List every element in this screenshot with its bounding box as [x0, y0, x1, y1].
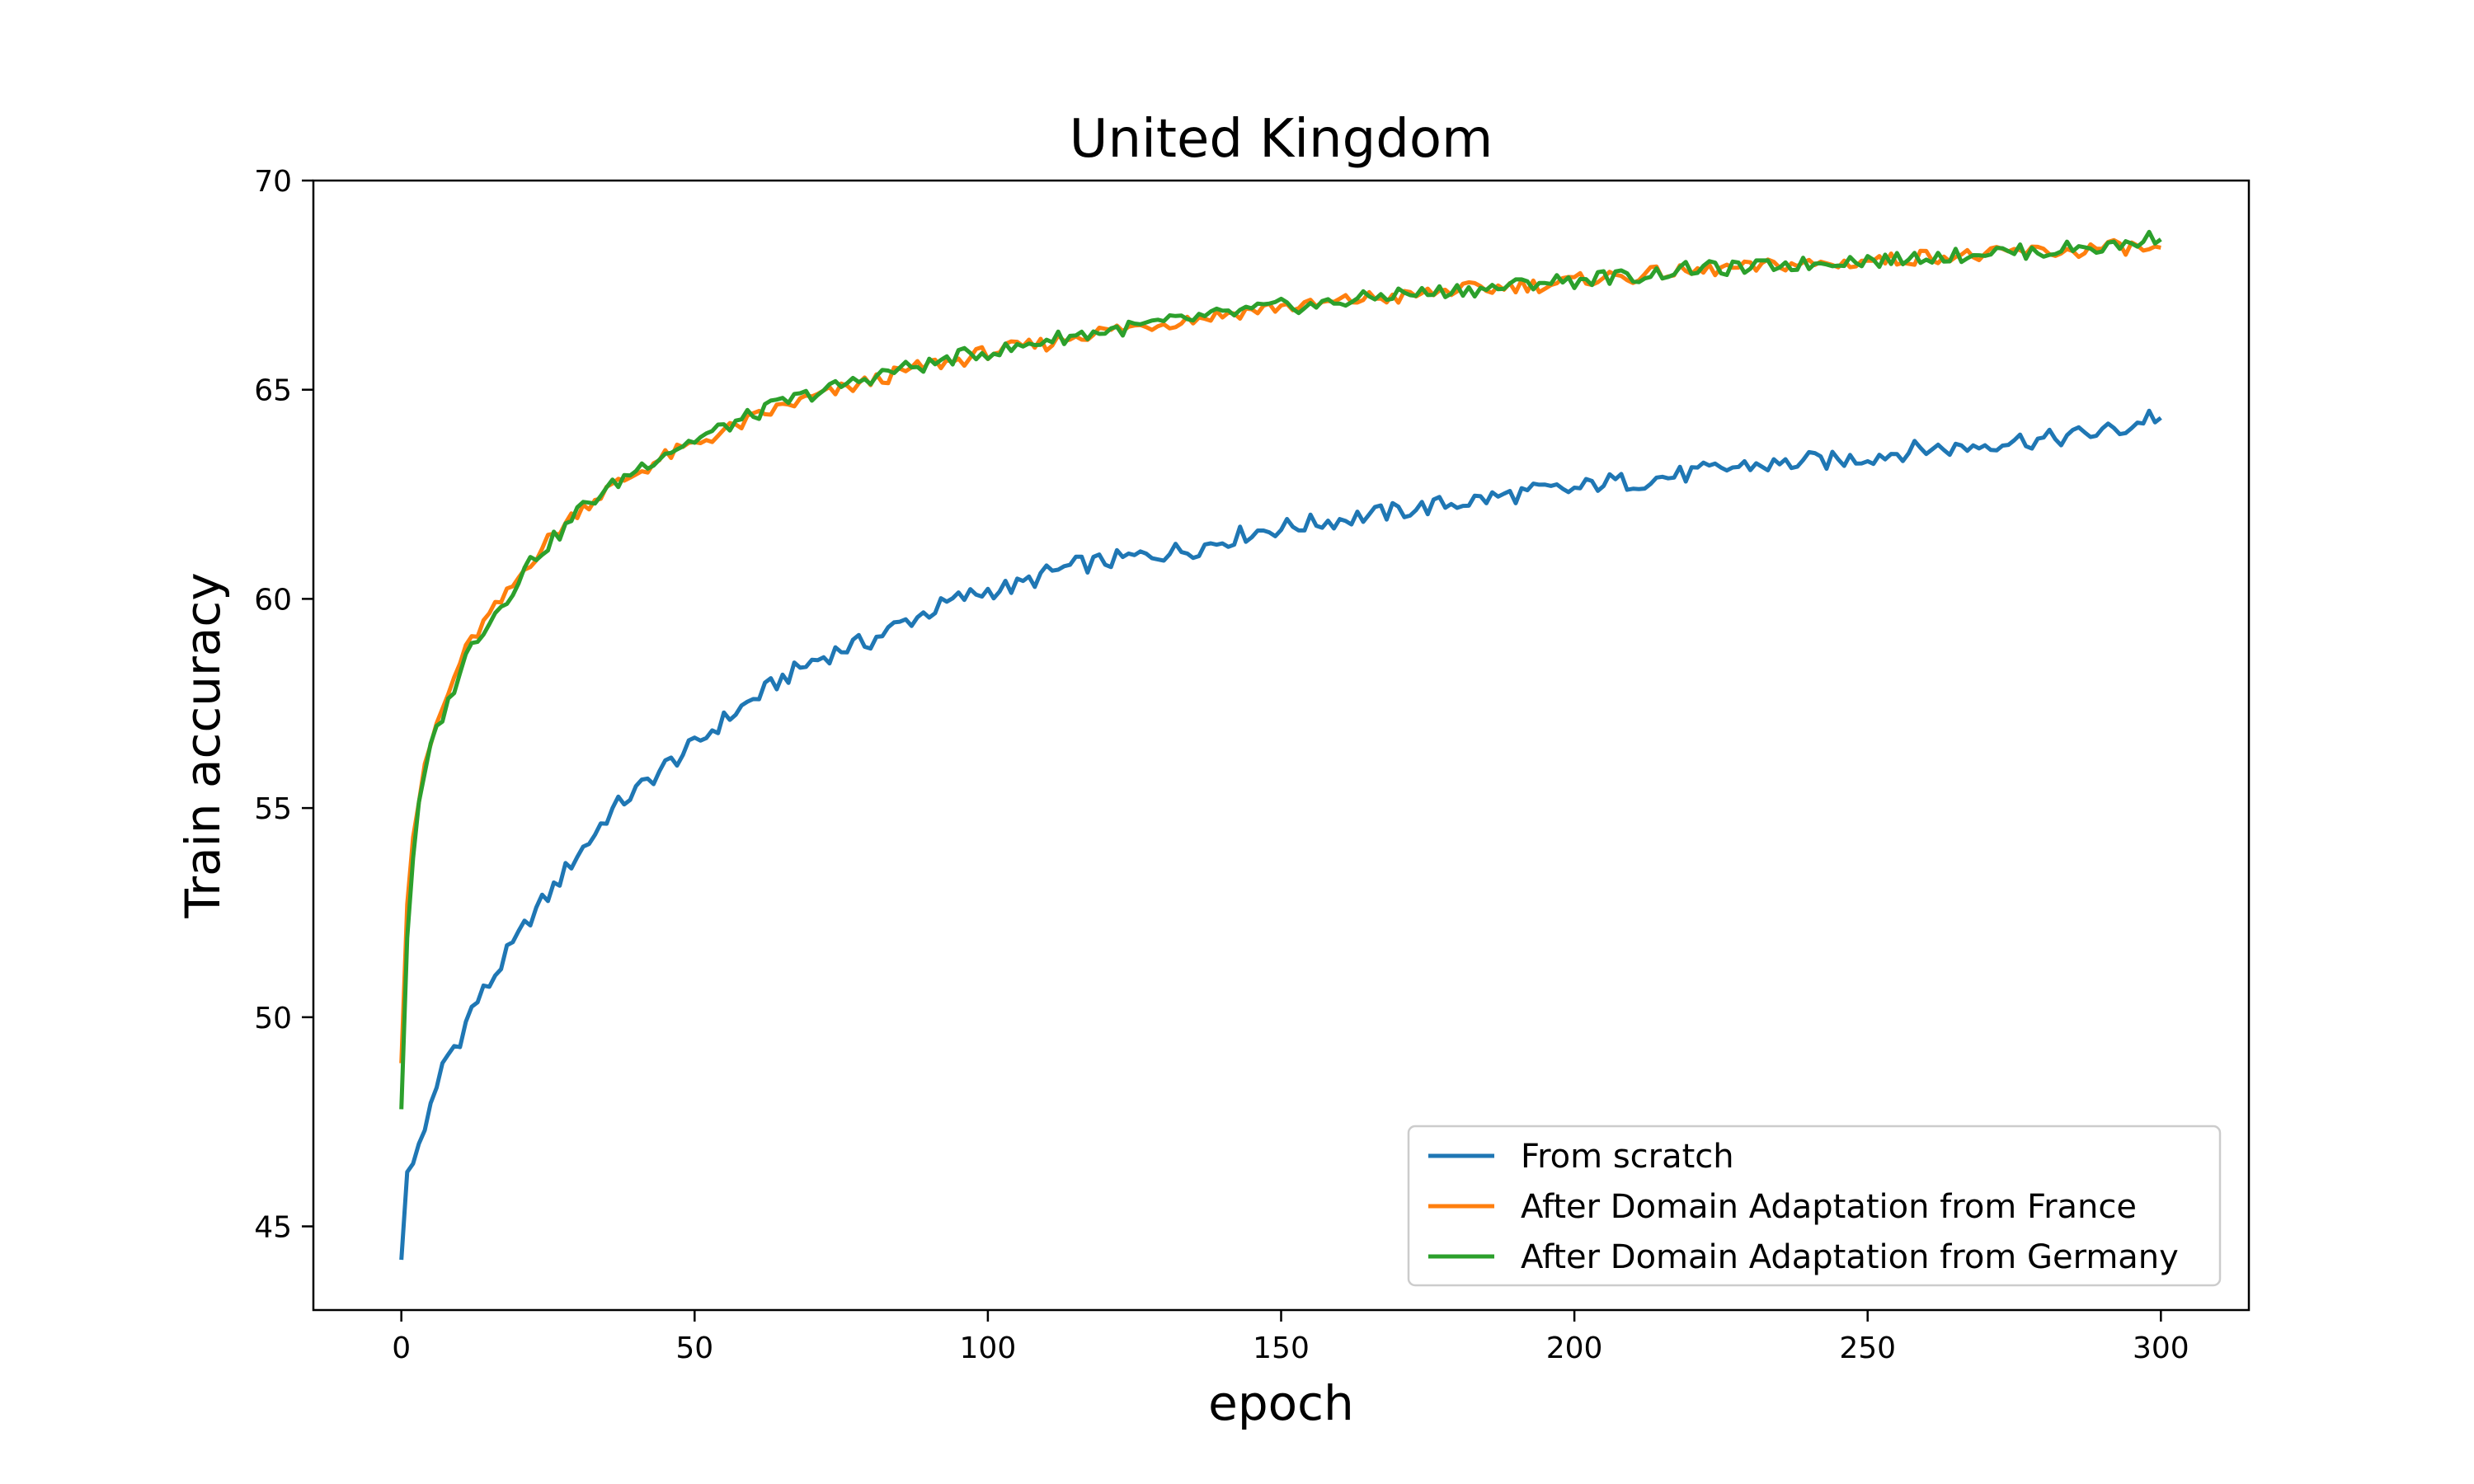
- y-tick-label: 60: [254, 583, 292, 617]
- chart-title: United Kingdom: [1070, 109, 1493, 170]
- x-tick-label: 200: [1546, 1331, 1603, 1365]
- legend-box: [1407, 1125, 2222, 1287]
- y-tick-label: 65: [254, 374, 292, 408]
- x-tick-label: 0: [392, 1331, 411, 1365]
- y-tick-label: 45: [254, 1211, 292, 1245]
- y-tick-label: 50: [254, 1002, 292, 1036]
- x-tick-label: 50: [675, 1331, 713, 1365]
- legend-label: After Domain Adaptation from Germany: [1521, 1238, 2179, 1276]
- x-tick-label: 150: [1253, 1331, 1310, 1365]
- series-line: [399, 229, 2162, 1110]
- plot-lines: [399, 229, 2162, 1261]
- series-line: [399, 237, 2161, 1064]
- y-axis: 45 50 55 60 65 70: [254, 165, 313, 1245]
- x-axis-label: epoch: [1208, 1375, 1354, 1431]
- x-tick-label: 100: [960, 1331, 1017, 1365]
- legend-label: From scratch: [1521, 1138, 1734, 1176]
- y-tick-label: 70: [254, 165, 292, 199]
- x-axis: 0 50 100 150 200 250 300: [392, 1310, 2189, 1365]
- x-tick-label: 250: [1839, 1331, 1896, 1365]
- y-axis-label: Train accuracy: [175, 572, 231, 918]
- y-tick-label: 55: [254, 792, 292, 826]
- x-tick-label: 300: [2133, 1331, 2189, 1365]
- series-line: [399, 408, 2162, 1261]
- legend: From scratch After Domain Adaptation from…: [1407, 1125, 2222, 1287]
- legend-label: After Domain Adaptation from France: [1521, 1188, 2137, 1226]
